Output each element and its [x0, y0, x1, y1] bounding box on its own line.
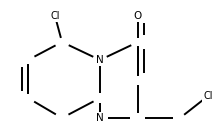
Text: O: O: [134, 11, 142, 21]
Text: N: N: [96, 113, 104, 123]
Text: N: N: [96, 55, 104, 65]
Text: Cl: Cl: [50, 11, 60, 21]
Text: Cl: Cl: [203, 91, 213, 101]
